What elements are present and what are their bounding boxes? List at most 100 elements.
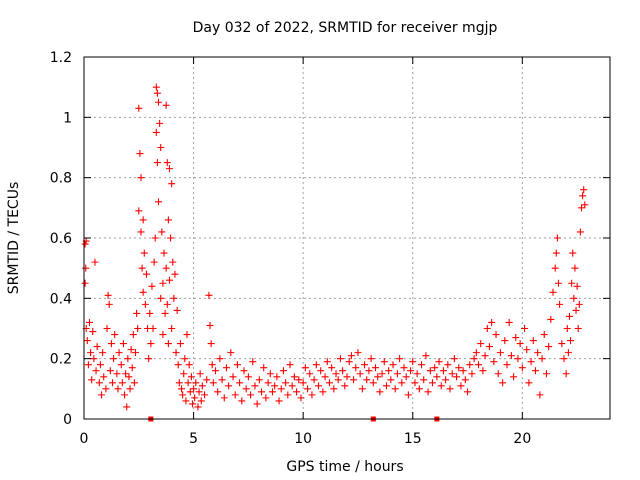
grid [84, 57, 610, 419]
data-point [140, 249, 148, 257]
data-point [494, 370, 502, 378]
data-point [164, 216, 172, 224]
data-point [240, 367, 248, 375]
data-point [222, 364, 230, 372]
data-point [220, 394, 228, 402]
data-point [378, 370, 386, 378]
data-point [547, 315, 555, 323]
data-point [244, 373, 252, 381]
data-point [105, 300, 113, 308]
data-point [145, 355, 153, 363]
data-point [301, 364, 309, 372]
data-point [253, 400, 261, 408]
data-point [293, 388, 301, 396]
data-point [87, 349, 95, 357]
data-point [129, 331, 137, 339]
data-point [159, 331, 167, 339]
data-point [147, 340, 155, 348]
data-point [578, 204, 586, 212]
data-point [135, 104, 143, 112]
data-point [475, 361, 482, 369]
data-point [352, 364, 360, 372]
data-point [81, 240, 89, 248]
data-point [332, 370, 340, 378]
data-point [126, 385, 134, 393]
data-point [155, 98, 163, 106]
data-point [398, 379, 406, 387]
data-point [306, 370, 314, 378]
data-point [404, 391, 412, 399]
data-point [251, 382, 259, 390]
data-point [137, 174, 145, 182]
data-point [431, 364, 439, 372]
data-point [312, 361, 320, 369]
data-point [113, 370, 121, 378]
data-point [510, 373, 518, 381]
data-point [180, 370, 188, 378]
data-point [162, 101, 170, 109]
data-point [295, 376, 303, 384]
data-point [290, 373, 298, 381]
data-point [540, 331, 548, 339]
data-point [172, 349, 180, 357]
data-point [155, 198, 163, 206]
data-point [191, 394, 199, 402]
data-point [103, 325, 111, 332]
data-point [163, 159, 171, 167]
data-point [157, 144, 165, 151]
data-point [92, 367, 100, 375]
data-point [393, 370, 401, 378]
data-point [124, 355, 132, 363]
data-point [188, 400, 196, 408]
data-point [525, 379, 533, 387]
data-point [127, 346, 135, 354]
data-point [552, 249, 560, 257]
data-point [321, 373, 329, 381]
data-point [470, 355, 478, 363]
data-point [315, 382, 323, 390]
data-point [424, 388, 432, 396]
data-point [203, 376, 211, 384]
data-point [284, 391, 292, 399]
data-point [564, 349, 572, 357]
data-point [464, 388, 472, 396]
data-point [569, 249, 577, 257]
data-point [156, 119, 164, 127]
data-point [242, 385, 250, 393]
data-point [385, 367, 393, 375]
data-point [538, 355, 546, 363]
data-point [84, 361, 92, 369]
data-point [190, 385, 198, 393]
data-point [135, 207, 143, 215]
data-point [488, 318, 496, 326]
y-tick-label: 0.2 [50, 352, 72, 368]
data-point [81, 279, 89, 287]
data-point [169, 258, 177, 266]
data-point [343, 373, 351, 381]
data-point [444, 361, 452, 369]
data-point [562, 370, 570, 378]
data-point [507, 352, 515, 360]
data-point [233, 361, 241, 369]
data-point [570, 294, 578, 302]
data-point [442, 376, 450, 384]
data-point [146, 309, 154, 317]
data-point [88, 376, 96, 384]
data-point [115, 349, 123, 357]
data-point [152, 128, 160, 136]
data-point [490, 358, 498, 366]
data-point [374, 373, 382, 381]
data-point [121, 391, 129, 399]
data-point [262, 394, 270, 402]
data-point [356, 370, 364, 378]
data-point [153, 89, 161, 97]
y-tick-label: 0.4 [50, 291, 72, 307]
data-point [182, 397, 190, 405]
data-point [466, 361, 474, 369]
data-point [125, 373, 133, 381]
data-point [150, 258, 158, 266]
data-point [108, 379, 116, 387]
axes: 0 5 10 15 20 0 0.2 0.4 0.6 0.8 1 1.2 [50, 50, 611, 447]
data-point [99, 349, 107, 357]
data-point [503, 361, 511, 369]
